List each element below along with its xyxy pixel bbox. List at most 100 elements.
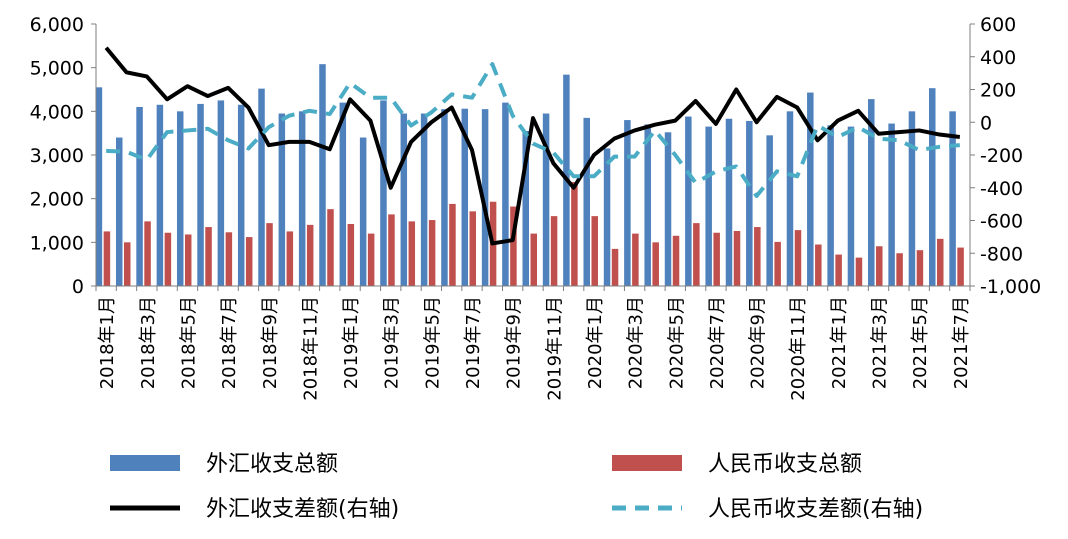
bar-fx-total-37 (847, 126, 855, 287)
x-tick-label: 2019年11月 (544, 296, 565, 401)
bar-fx-total-24 (583, 117, 590, 286)
bar-rmb-total-28 (672, 235, 680, 286)
bar-rmb-total-33 (774, 241, 781, 286)
bar-rmb-total-29 (693, 223, 700, 286)
bar-fx-total-5 (197, 103, 204, 286)
x-tick-label: 2019年9月 (504, 296, 525, 389)
bar-rmb-total-38 (876, 246, 883, 286)
bar-rmb-total-11 (327, 209, 334, 286)
line-rmb-balance (106, 62, 960, 198)
bar-fx-total-6 (217, 100, 225, 286)
bar-rmb-total-0 (103, 231, 111, 286)
bar-rmb-total-23 (571, 182, 578, 286)
bar-rmb-total-9 (286, 231, 294, 286)
x-tick-label: 2021年5月 (910, 296, 931, 389)
bar-rmb-total-6 (225, 232, 233, 286)
bar-fx-total-33 (766, 135, 773, 286)
x-tick-label: 2018年1月 (97, 296, 118, 389)
legend-fx-balance: 外汇收支差额(右轴) (110, 497, 399, 522)
bar-fx-total-14 (380, 100, 387, 286)
bar-rmb-total-17 (449, 203, 456, 286)
x-tick-label: 2020年7月 (707, 296, 728, 389)
bar-fx-total-3 (156, 104, 164, 286)
ticks-layer: 0 1,000 2,000 3,000 4,000 5,000 6,000 -1,000 -80… (30, 14, 1042, 401)
bar-rmb-total-42 (957, 247, 964, 286)
x-tick-label: 2018年5月 (178, 296, 199, 389)
bar-fx-total-40 (908, 111, 916, 286)
bar-fx-total-22 (542, 113, 550, 287)
bar-rmb-total-4 (184, 234, 192, 286)
legend-fx-total: 外汇收支总额 (110, 452, 338, 477)
bar-fx-total-27 (644, 124, 651, 287)
legend-label: 外汇收支差额(右轴) (206, 497, 399, 522)
right-tick-label: -200 (980, 145, 1023, 167)
bar-rmb-total-15 (408, 221, 416, 286)
bar-fx-total-0 (95, 87, 103, 286)
axes-layer (91, 23, 975, 291)
left-tick-label: 1,000 (30, 232, 84, 254)
right-tick-label: 200 (980, 80, 1016, 102)
bar-fx-total-38 (868, 99, 875, 286)
left-tick-label: 6,000 (30, 14, 84, 36)
bar-fx-total-34 (786, 111, 794, 286)
bar-rmb-total-41 (937, 238, 944, 286)
right-tick-label: -600 (980, 211, 1023, 233)
x-tick-label: 2019年1月 (341, 296, 362, 389)
bar-fx-total-15 (400, 113, 408, 287)
bar-rmb-total-3 (164, 232, 172, 286)
bar-fx-total-11 (319, 64, 326, 286)
bar-rmb-total-1 (123, 242, 131, 286)
left-tick-label: 5,000 (30, 58, 84, 80)
bar-fx-total-26 (624, 120, 631, 286)
bar-rmb-total-31 (733, 230, 741, 286)
x-tick-label: 2020年11月 (788, 296, 809, 401)
bar-rmb-total-18 (469, 211, 477, 286)
bar-fx-total-10 (298, 111, 306, 286)
bar-rmb-total-34 (794, 230, 802, 286)
bar-fx-total-18 (461, 108, 469, 287)
bar-fx-total-20 (502, 102, 509, 286)
bar-fx-total-1 (115, 137, 123, 286)
x-tick-label: 2021年1月 (829, 296, 850, 389)
bar-rmb-total-36 (835, 254, 842, 286)
x-tick-label: 2019年7月 (463, 296, 484, 389)
left-tick-label: 4,000 (30, 101, 84, 123)
x-tick-label: 2018年9月 (260, 296, 281, 389)
bar-rmb-total-8 (266, 223, 273, 286)
bar-fx-total-19 (481, 109, 489, 287)
bar-fx-total-13 (359, 137, 367, 286)
x-tick-label: 2019年3月 (382, 296, 403, 389)
bar-fx-total-28 (664, 132, 672, 286)
bar-fx-total-31 (725, 118, 733, 286)
bar-rmb-total-21 (530, 233, 537, 286)
bar-rmb-total-40 (916, 250, 924, 286)
bar-fx-total-32 (746, 120, 753, 286)
bar-rmb-total-2 (144, 221, 151, 286)
legend-label: 人民币收支总额 (708, 452, 862, 477)
x-tick-label: 2020年3月 (626, 296, 647, 389)
bar-fx-total-2 (136, 106, 143, 286)
bar-rmb-total-30 (713, 232, 720, 286)
bar-fx-total-12 (339, 102, 347, 286)
bar-rmb-total-32 (754, 227, 761, 286)
bar-fx-total-25 (603, 148, 611, 286)
right-tick-label: 0 (980, 112, 992, 134)
bar-fx-total-21 (522, 130, 529, 286)
bar-fx-total-9 (278, 113, 286, 287)
bar-fx-total-16 (420, 113, 428, 287)
bar-rmb-total-10 (306, 224, 314, 286)
legend-rmb-total: 人民币收支总额 (612, 452, 862, 477)
legend-label: 人民币收支差额(右轴) (708, 497, 923, 522)
bar-rmb-total-14 (388, 214, 395, 286)
bar-rmb-total-25 (611, 248, 619, 286)
bar-fx-total-17 (441, 109, 448, 287)
bar-rmb-total-12 (347, 223, 355, 286)
left-tick-label: 3,000 (30, 145, 84, 167)
x-tick-label: 2018年11月 (300, 296, 321, 401)
x-tick-label: 2021年3月 (870, 296, 891, 389)
right-tick-label: -1,000 (980, 276, 1041, 298)
legend-label: 外汇收支总额 (206, 452, 338, 477)
bar-rmb-total-37 (855, 257, 863, 286)
bar-fx-total-42 (949, 111, 956, 286)
